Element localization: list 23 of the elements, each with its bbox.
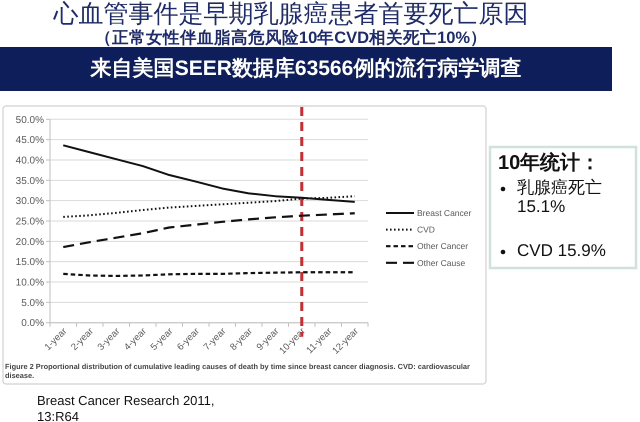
y-tick-label: 0.0% [21,318,44,330]
legend-label: Other Cause [417,258,466,268]
text: Breast Cancer Research 2011, 13:R64 [37,393,216,422]
y-tick-label: 45.0% [16,135,44,146]
legend-label: CVD [417,224,435,235]
text: 来自美国SEER数据库63566例的流行病学调查 [0,47,612,91]
chart-title: 心血管事件是早期乳腺癌患者首要死亡原因 [52,0,530,28]
legend-label: Other Cancer [417,241,468,252]
line-series [62,212,356,248]
y-tick-label: 20.0% [16,236,44,248]
y-tick-label: 15.0% [16,257,44,268]
y-tick-label: 35.0% [16,176,44,187]
y-tick-label: 10.0% [16,278,44,289]
y-tick-label: 50.0% [16,114,44,126]
legend-label: Breast Cancer [417,208,472,218]
text: CVD 15.9% [517,241,607,260]
text: 乳腺癌死亡 15.1% [517,178,603,216]
y-tick-label: 40.0% [16,155,44,166]
y-tick-label: 25.0% [16,216,44,228]
text: 10年统计： [498,151,602,175]
chart-subtitle: （正常女性伴血脂高危风险10年CVD相关死亡10%） [94,29,488,47]
y-tick-label: 5.0% [21,298,44,309]
y-tick-label: 30.0% [16,196,44,208]
